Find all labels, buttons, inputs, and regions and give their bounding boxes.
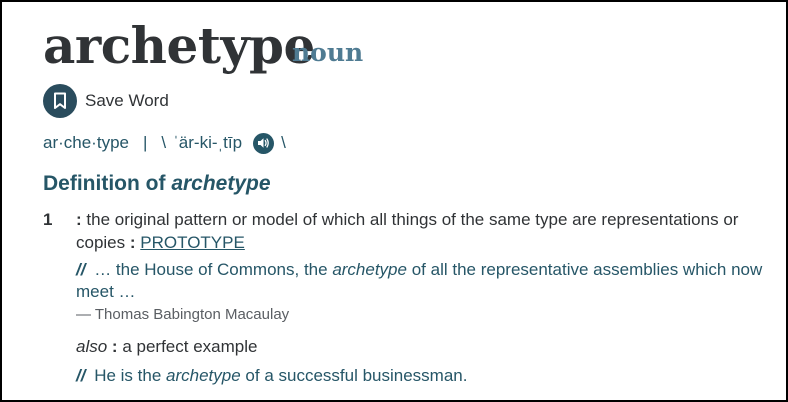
example-sentence-2: // He is the archetype of a successful b…: [76, 366, 468, 385]
pron-slash-close: \: [281, 133, 286, 152]
pron-slash-open: \: [161, 133, 167, 152]
syllabification: ar·che·type: [43, 133, 129, 152]
save-word-button[interactable]: Save Word: [43, 83, 169, 119]
example-sentence: // … the House of Commons, the archetype…: [76, 260, 763, 301]
definition-text: the original pattern or model of which a…: [76, 210, 739, 252]
definition-heading-word: archetype: [171, 172, 271, 195]
example-attribution: — Thomas Babington Macaulay: [76, 306, 290, 323]
speaker-icon[interactable]: [253, 132, 275, 154]
save-word-label: Save Word: [85, 91, 169, 110]
bookmark-icon: [43, 84, 77, 118]
definition-heading: Definition of archetype: [43, 172, 271, 195]
part-of-speech: noun: [292, 38, 364, 67]
prototype-link[interactable]: PROTOTYPE: [140, 233, 245, 252]
sense-number: 1: [43, 210, 53, 229]
separator: |: [142, 133, 148, 152]
headword: archetype: [43, 16, 315, 75]
pronunciation: ar·che·type | \ ˈär-ki-ˌtīp \: [43, 132, 293, 154]
ipa-text: ˈär-ki-ˌtīp: [173, 133, 243, 152]
sense-text: : the original pattern or model of which…: [76, 210, 739, 252]
also-definition: also : a perfect example: [76, 337, 258, 356]
